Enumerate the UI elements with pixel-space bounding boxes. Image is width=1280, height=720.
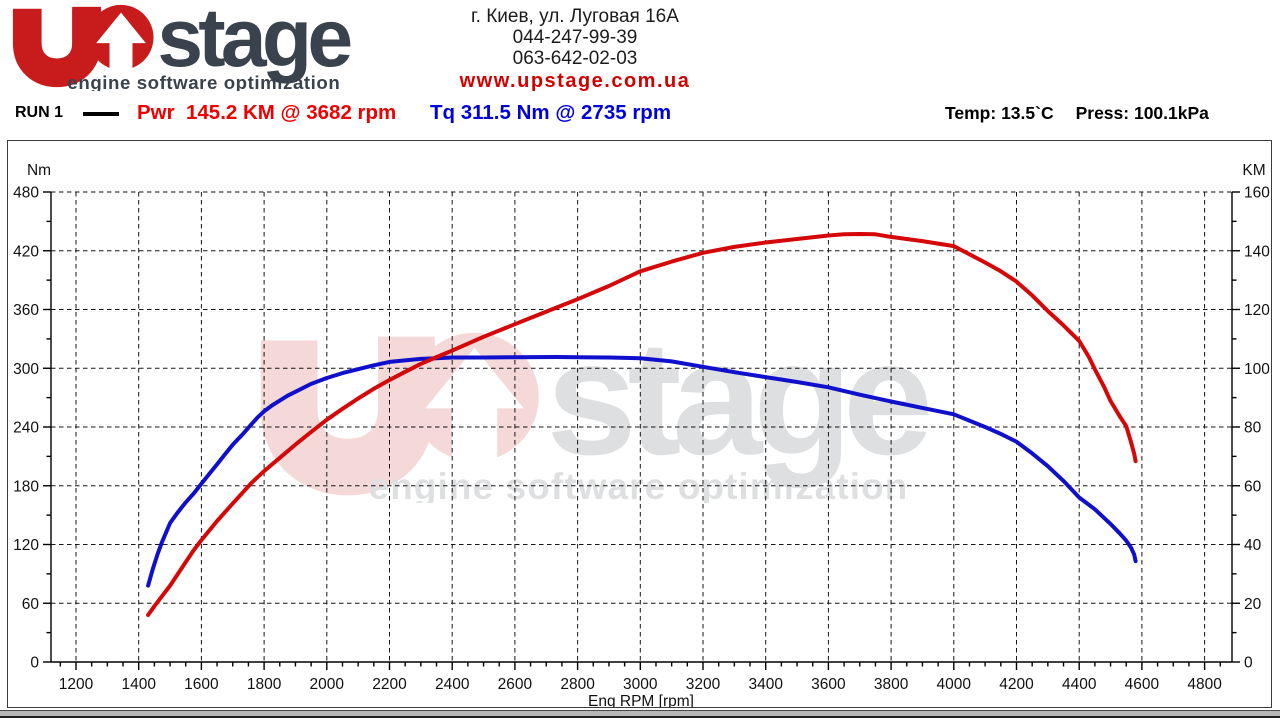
logo-brand-text: stage (157, 3, 350, 84)
y-right-tick-label: 20 (1244, 596, 1262, 613)
y-left-tick-label: 360 (13, 302, 39, 319)
y-right-axis-title: KM (1242, 162, 1265, 179)
x-tick-label: 2000 (310, 676, 345, 693)
y-left-tick-label: 60 (22, 596, 40, 613)
ambient-conditions: Temp: 13.5`C Press: 100.1kPa (945, 103, 1209, 124)
window-bottom-bar (0, 710, 1280, 718)
x-tick-label: 3200 (686, 676, 721, 693)
x-tick-label: 3800 (874, 676, 909, 693)
run-label: RUN 1 (15, 104, 64, 121)
logo-tagline: engine software optimization (67, 72, 340, 91)
torque-peak-label: Tq 311.5 Nm @ 2735 rpm (430, 101, 672, 124)
torque-curve (146, 355, 1138, 588)
x-tick-label: 4200 (999, 676, 1034, 693)
y-left-tick-label: 180 (13, 478, 39, 495)
contact-address: г. Киев, ул. Луговая 16А (471, 6, 679, 27)
y-left-tick-label: 480 (13, 185, 39, 202)
y-right-tick-label: 160 (1244, 185, 1270, 202)
y-right-tick-label: 80 (1244, 420, 1262, 437)
y-left-tick-label: 120 (13, 537, 39, 554)
x-tick-label: 2600 (498, 676, 533, 693)
y-right-tick-label: 100 (1244, 361, 1270, 378)
run-line-sample (83, 112, 119, 116)
y-right-tick-label: 0 (1244, 655, 1253, 672)
upstage-logo: stage engine software optimization (12, 3, 355, 91)
x-axis-title: Eng RPM [rpm] (588, 693, 694, 707)
y-left-tick-label: 300 (13, 361, 39, 378)
y-right-tick-label: 60 (1244, 478, 1262, 495)
contact-phone-1: 044-247-99-39 (512, 27, 638, 48)
y-left-axis-title: Nm (27, 162, 51, 179)
website-link[interactable]: www.upstage.com.ua (459, 70, 691, 92)
dyno-plot: 1200 1400 1600 1800 2000 2200 2400 2600 2800 3000… (13, 162, 1270, 707)
temperature-value: Temp: 13.5`C (945, 103, 1054, 123)
pressure-value: Press: 100.1kPa (1075, 103, 1209, 123)
power-curve (146, 232, 1138, 617)
x-tick-label: 4000 (937, 676, 972, 693)
x-tick-label: 2800 (560, 676, 595, 693)
dyno-chart-frame: 1200 1400 1600 1800 2000 2200 2400 2600 2800 3000… (7, 140, 1272, 708)
x-tick-label: 1400 (121, 676, 156, 693)
y-left-tick-label: 420 (13, 243, 39, 260)
x-tick-label: 1800 (247, 676, 282, 693)
contact-block: г. Киев, ул. Луговая 16А 044-247-99-39 0… (420, 6, 730, 92)
y-right-tick-label: 140 (1244, 243, 1270, 260)
y-right-tick-label: 40 (1244, 537, 1262, 554)
logo-up-arrow-icon (96, 12, 146, 70)
y-right-tick-label: 120 (1244, 302, 1270, 319)
x-tick-label: 4400 (1062, 676, 1097, 693)
power-peak-label: Pwr 145.2 KM @ 3682 rpm (137, 101, 397, 124)
contact-phone-2: 063-642-02-03 (512, 48, 638, 69)
x-tick-label: 4600 (1125, 676, 1160, 693)
x-tick-label: 1200 (59, 676, 94, 693)
x-tick-label: 3000 (623, 676, 658, 693)
x-tick-label: 2200 (372, 676, 407, 693)
x-tick-label: 3600 (811, 676, 846, 693)
x-tick-label: 2400 (435, 676, 470, 693)
y-left-tick-label: 0 (30, 655, 39, 672)
x-tick-label: 3400 (748, 676, 783, 693)
y-left-tick-label: 240 (13, 420, 39, 437)
x-tick-label: 1600 (184, 676, 219, 693)
x-tick-label: 4800 (1187, 676, 1222, 693)
